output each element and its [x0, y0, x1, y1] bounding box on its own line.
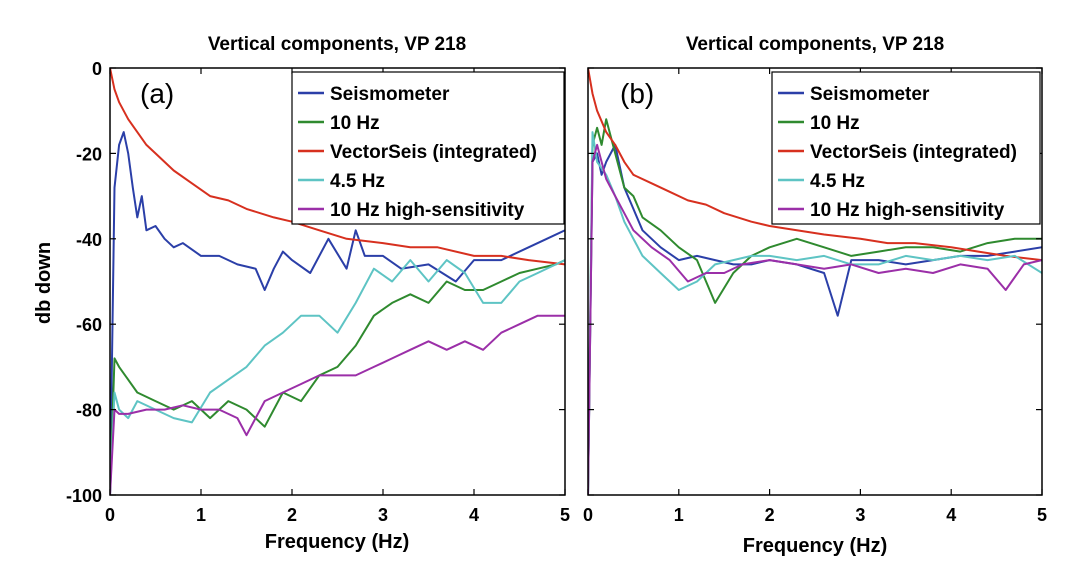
- series-line-10-hz-high-sensitivity: [588, 143, 1042, 495]
- panel-a-label: (a): [140, 78, 174, 109]
- x-tick-label: 3: [855, 505, 865, 525]
- legend-label-4-5-hz: 4.5 Hz: [810, 171, 865, 192]
- x-tick-label: 5: [1037, 505, 1047, 525]
- legend-label-10-hz-high-sensitivity: 10 Hz high-sensitivity: [330, 200, 525, 221]
- x-tick-label: 1: [674, 505, 684, 525]
- panel-a: Vertical components, VP 218 Frequency (H…: [33, 34, 570, 553]
- legend-label-vectorseis-integrated: VectorSeis (integrated): [810, 142, 1017, 163]
- legend-label-4-5-hz: 4.5 Hz: [330, 171, 385, 192]
- panel-a-title: Vertical components, VP 218: [208, 34, 466, 55]
- panel-b-legend: Seismometer 10 Hz VectorSeis (integrated) 4…: [771, 71, 1041, 225]
- panel-b-label: (b): [620, 78, 654, 109]
- y-tick-label: 0: [92, 59, 102, 79]
- x-tick-label: 2: [287, 505, 297, 525]
- legend-label-seismometer: Seismometer: [810, 84, 930, 105]
- panel-a-y-ticks: 0 -20 -40 -60 -80 -100: [66, 59, 102, 506]
- panel-a-ylabel: db down: [33, 242, 55, 324]
- series-line-seismometer: [588, 143, 1042, 495]
- x-tick-label: 4: [946, 505, 956, 525]
- y-tick-label: -80: [76, 401, 102, 421]
- panel-a-series: [110, 68, 565, 495]
- panel-b-series: [588, 68, 1042, 495]
- panel-a-x-ticks: 0 1 2 3 4 5: [105, 68, 570, 525]
- panel-b-title: Vertical components, VP 218: [686, 34, 944, 55]
- x-tick-label: 5: [560, 505, 570, 525]
- legend-box: [771, 71, 1041, 225]
- x-tick-label: 2: [765, 505, 775, 525]
- series-line-vectorseis-integrated: [588, 68, 1042, 262]
- y-tick-label: -60: [76, 315, 102, 335]
- legend-label-vectorseis-integrated: VectorSeis (integrated): [330, 142, 537, 163]
- y-tick-label: -100: [66, 486, 102, 506]
- legend-label-seismometer: Seismometer: [330, 84, 450, 105]
- panel-b-xlabel: Frequency (Hz): [743, 535, 887, 557]
- panel-b: Vertical components, VP 218 Frequency (H…: [583, 34, 1047, 557]
- x-tick-label: 4: [469, 505, 479, 525]
- panel-a-xlabel: Frequency (Hz): [265, 531, 409, 553]
- x-tick-label: 0: [583, 505, 593, 525]
- x-tick-label: 1: [196, 505, 206, 525]
- series-line-vectorseis-integrated: [110, 68, 565, 266]
- legend-label-10-hz: 10 Hz: [330, 113, 380, 134]
- series-line-4-5-hz: [110, 259, 565, 495]
- panel-a-legend: Seismometer 10 Hz VectorSeis (integrated) 4…: [291, 71, 565, 225]
- legend-box: [291, 71, 565, 225]
- panel-a-frame: [109, 67, 566, 496]
- series-line-10-hz-high-sensitivity: [110, 314, 565, 495]
- y-tick-label: -20: [76, 144, 102, 164]
- legend-label-10-hz: 10 Hz: [810, 113, 860, 134]
- series-line-10-hz: [588, 118, 1042, 495]
- legend-label-10-hz-high-sensitivity: 10 Hz high-sensitivity: [810, 200, 1005, 221]
- x-tick-label: 3: [378, 505, 388, 525]
- x-tick-label: 0: [105, 505, 115, 525]
- panel-b-frame: [587, 67, 1043, 496]
- y-tick-label: -40: [76, 230, 102, 250]
